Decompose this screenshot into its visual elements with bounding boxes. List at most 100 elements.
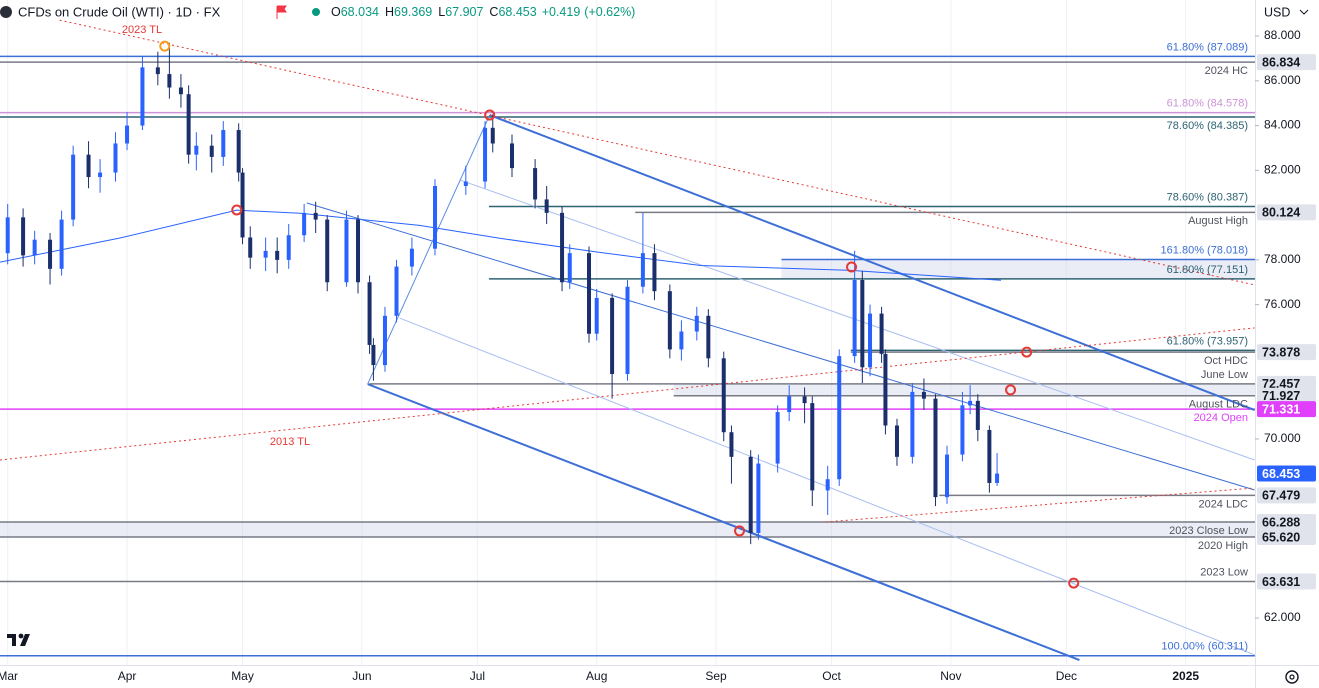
candle-body xyxy=(883,353,888,426)
currency[interactable]: USD xyxy=(1264,5,1290,19)
candle-body xyxy=(868,313,873,368)
change-pct: (+0.62%) xyxy=(584,5,635,19)
x-tick-label: Jun xyxy=(352,669,371,683)
price-tag xyxy=(1257,54,1316,71)
x-tick-label: Sep xyxy=(705,669,727,683)
candle-body xyxy=(178,87,183,95)
settings-icon[interactable] xyxy=(1285,670,1299,684)
marker xyxy=(231,204,243,216)
level-note: 2024 HC xyxy=(1205,65,1248,77)
level-note: 2024 LDC xyxy=(1198,498,1248,510)
candle-body xyxy=(587,253,592,334)
x-tick-label: 2025 xyxy=(1172,669,1199,683)
candle-body xyxy=(625,286,630,375)
marker xyxy=(734,525,746,537)
flag-icon[interactable] xyxy=(276,5,287,19)
candle-body xyxy=(679,331,684,350)
candle-body xyxy=(640,253,645,287)
ohlc-value: 69.369 xyxy=(394,5,432,19)
symbol-title[interactable]: CFDs on Crude Oil (WTI) · 1D · FX xyxy=(18,4,221,19)
ohlc-key: L xyxy=(438,5,445,19)
candle-body xyxy=(325,219,330,283)
level-note: 61.80% (87.089) xyxy=(1167,41,1248,53)
candle-body xyxy=(367,282,372,345)
candle-body xyxy=(894,425,899,457)
candle-body xyxy=(810,403,815,491)
y-tick-label: 76.000 xyxy=(1264,297,1301,311)
x-tick-label: Jul xyxy=(470,669,485,683)
candle-body xyxy=(263,250,268,258)
price-tag xyxy=(1257,344,1316,361)
ohlc-key: C xyxy=(489,5,498,19)
price-tag-label: 66.288 xyxy=(1262,515,1300,529)
trendline xyxy=(367,114,491,385)
candle-body xyxy=(706,315,711,359)
candle-body xyxy=(610,297,615,375)
candle-body xyxy=(344,219,349,283)
candle-body xyxy=(98,172,103,178)
candle-body xyxy=(125,125,130,144)
price-tag-label: 68.453 xyxy=(1262,467,1300,481)
x-tick-label: Oct xyxy=(822,669,841,683)
candle-body xyxy=(21,217,26,256)
candle-body xyxy=(409,248,414,267)
level-note: 161.80% (78.018) xyxy=(1161,244,1248,256)
y-tick-label: 62.000 xyxy=(1264,610,1301,624)
trendline xyxy=(367,383,1080,662)
candle-body xyxy=(560,212,565,283)
candle-body xyxy=(286,235,291,260)
trendline xyxy=(489,114,1255,411)
candle-body xyxy=(113,143,118,173)
header: CFDs on Crude Oil (WTI) · 1D · FX O68.03… xyxy=(0,4,1309,19)
y-tick-label: 70.000 xyxy=(1264,431,1301,445)
candle-body xyxy=(59,219,64,269)
candle-body xyxy=(945,454,950,498)
candle-body xyxy=(825,479,830,491)
candle-body xyxy=(802,396,807,404)
trendline-label: 2013 TL xyxy=(270,436,310,448)
marker xyxy=(846,261,858,273)
candle-body xyxy=(594,297,599,334)
candle-body xyxy=(86,154,91,178)
trendline xyxy=(306,202,1255,491)
candle-body xyxy=(155,67,160,75)
y-tick-label: 82.000 xyxy=(1264,163,1301,177)
level-note: June Low xyxy=(1201,369,1248,381)
x-tick-label: May xyxy=(231,669,254,683)
x-tick-label: Aug xyxy=(586,669,607,683)
candle-body xyxy=(975,400,980,430)
y-tick-label: 88.000 xyxy=(1264,28,1301,42)
candle-body xyxy=(186,94,191,155)
candle-body xyxy=(995,473,1000,483)
level-band xyxy=(0,522,1255,537)
candle-body xyxy=(860,280,865,368)
level-note: August LDC xyxy=(1189,399,1248,411)
candle-body xyxy=(879,313,884,354)
candle-body xyxy=(787,396,792,413)
ohlc-legend: O68.034 H69.369 L67.907 C68.453 +0.419 (+0.62… xyxy=(331,5,635,19)
symbol-icon[interactable] xyxy=(0,6,12,18)
price-tag-label: 71.331 xyxy=(1262,402,1300,416)
x-tick-label: Apr xyxy=(118,669,137,683)
candle-body xyxy=(5,217,10,254)
candle-body xyxy=(382,315,387,366)
price-tag-label: 65.620 xyxy=(1262,530,1300,544)
price-tag xyxy=(1257,528,1316,545)
trendline xyxy=(825,487,1255,523)
marker xyxy=(1068,577,1080,589)
x-tick-label: Mar xyxy=(0,669,18,683)
price-tag xyxy=(1257,465,1316,482)
axes: Mar Apr May Jun Jul Aug Sep Oct Nov Dec 2025 88.000… xyxy=(0,28,1316,683)
trendline xyxy=(59,19,1255,286)
ohlc-key: O xyxy=(331,5,341,19)
level-note: 2023 Close Low xyxy=(1169,525,1248,537)
candle-body xyxy=(510,143,515,169)
change: +0.419 xyxy=(542,5,581,19)
level-note: 2024 Open xyxy=(1194,412,1248,424)
y-tick-label: 86.000 xyxy=(1264,73,1301,87)
price-tag-label: 63.631 xyxy=(1262,575,1300,589)
currency-dropdown[interactable] xyxy=(1299,9,1309,15)
candle-body xyxy=(209,145,214,157)
ohlc-value: 67.907 xyxy=(445,5,483,19)
